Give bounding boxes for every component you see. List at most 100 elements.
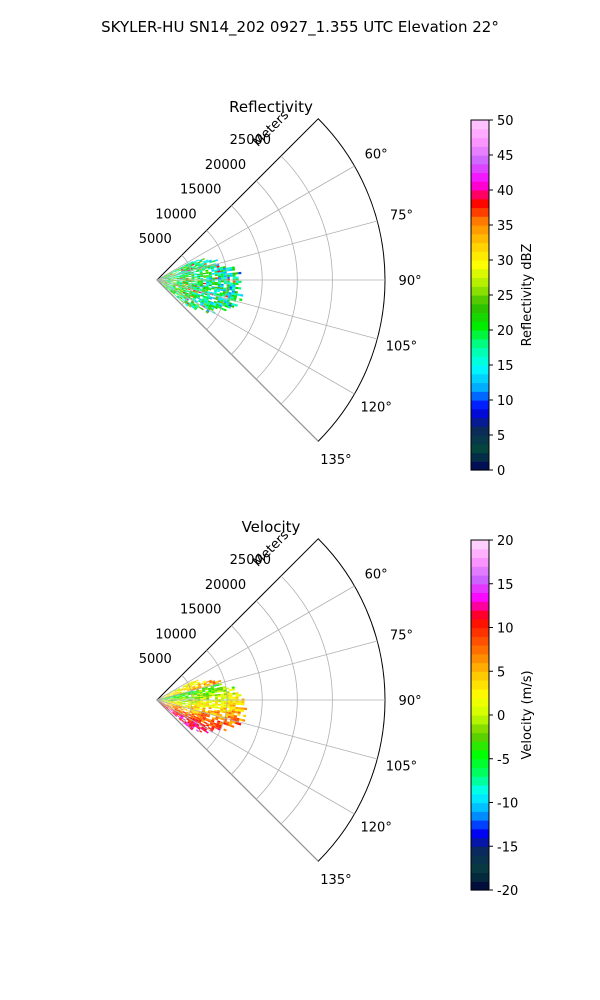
echo-gate (206, 683, 211, 686)
echo-gate (192, 303, 196, 307)
echo-gate (185, 303, 189, 306)
echo-gate (202, 304, 206, 307)
echo-gate (170, 701, 174, 703)
echo-gate (170, 700, 174, 702)
echo-gate (184, 285, 188, 287)
echo-gate (170, 709, 174, 712)
echo-gate (203, 276, 207, 278)
echo-gate (185, 303, 189, 307)
echo-gate (187, 271, 191, 273)
echo-gate (181, 272, 185, 275)
echo-gate (178, 293, 182, 296)
echo-gate (190, 726, 194, 730)
echo-gate (205, 272, 209, 274)
echo-gate (186, 267, 190, 269)
echo-gate (190, 302, 194, 305)
echo-gate (180, 300, 184, 303)
echo-gate (163, 285, 166, 288)
echo-gate (230, 304, 235, 308)
echo-gate (176, 290, 180, 293)
echo-gate (172, 286, 176, 289)
echo-gate (176, 702, 180, 704)
range-tick-label: 5000 (139, 232, 172, 247)
echo-gate (201, 292, 205, 295)
echo-gate (172, 706, 176, 709)
echo-gate (205, 705, 209, 708)
echo-gate (220, 287, 224, 290)
echo-gate (217, 693, 221, 696)
echo-gate (232, 702, 236, 705)
echo-gate (193, 690, 197, 693)
echo-gate (182, 274, 186, 276)
echo-gate (226, 696, 230, 699)
echo-gate (190, 261, 194, 264)
echo-gate (241, 702, 245, 706)
echo-gate (205, 310, 209, 314)
echo-gate (167, 280, 171, 282)
echo-gate (164, 281, 168, 283)
colorbar-segment (471, 338, 489, 349)
echo-gate (195, 266, 199, 269)
colorbar-segment (471, 365, 489, 375)
echo-gate (196, 723, 200, 727)
colorbar-label: Reflectivity dBZ (520, 244, 535, 347)
echo-gate (199, 269, 203, 272)
colorbar-segment (471, 426, 489, 436)
echo-gate (179, 698, 183, 700)
echo-gate (196, 693, 201, 696)
echo-gate (186, 687, 190, 689)
echo-gate (173, 697, 177, 699)
echo-gate (208, 718, 212, 722)
echo-gate (169, 290, 173, 293)
echo-gate (185, 264, 189, 267)
echo-gate (232, 708, 236, 711)
echo-gate (214, 297, 219, 301)
colorbar-segment (471, 785, 489, 795)
echo-gate (226, 700, 230, 703)
echo-gate (160, 283, 164, 285)
echo-gate (201, 687, 205, 690)
echo-gate (179, 297, 183, 300)
echo-gate (197, 696, 201, 699)
echo-gate (208, 274, 213, 277)
echo-gate (187, 286, 191, 288)
echo-gate (164, 275, 167, 277)
echo-gate (192, 291, 196, 294)
echo-gate (200, 722, 204, 726)
echo-gate (201, 720, 205, 723)
echo-gate (231, 710, 235, 713)
echo-gate (184, 294, 188, 297)
echo-gate (177, 708, 181, 711)
echo-gate (233, 717, 237, 720)
echo-gate (184, 683, 188, 686)
echo-gate (178, 690, 182, 693)
echo-gate (197, 264, 202, 267)
colorbar-segment (471, 216, 489, 226)
colorbar-segment (471, 575, 489, 585)
colorbar-tick-label: 50 (497, 114, 514, 129)
colorbar-tick-label: 5 (497, 665, 505, 680)
echo-gate (206, 697, 210, 700)
echo-gate (180, 716, 183, 719)
echo-gate (184, 692, 188, 694)
echo-gate (202, 286, 206, 289)
echo-gate (200, 307, 204, 311)
echo-gate (202, 692, 206, 695)
echo-gate (161, 278, 165, 280)
echo-gate (211, 688, 215, 691)
echo-gate (182, 695, 186, 697)
echo-gate (209, 261, 213, 264)
echo-gate (196, 296, 200, 300)
echo-gate (173, 275, 177, 277)
colorbar-segment (471, 566, 489, 576)
echo-gate (183, 268, 187, 270)
echo-gate (179, 283, 183, 285)
echo-gate (185, 273, 189, 276)
echo-gate (181, 285, 185, 287)
colorbar-segment (471, 277, 489, 287)
echo-gate (182, 698, 186, 699)
echo-gate (207, 720, 212, 723)
echo-gate (195, 291, 199, 294)
echo-gate (231, 292, 235, 296)
echo-gate (173, 700, 177, 702)
